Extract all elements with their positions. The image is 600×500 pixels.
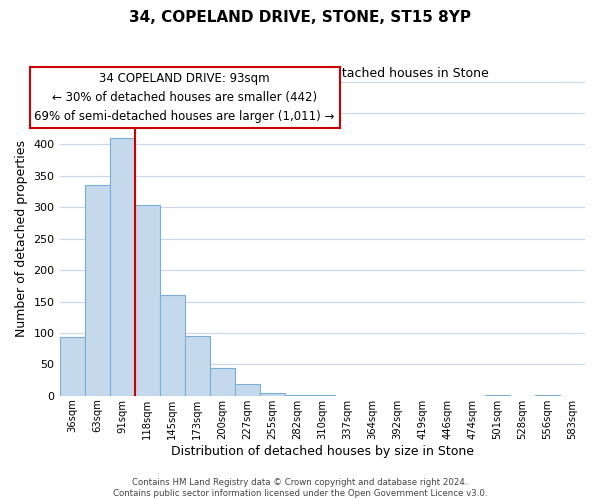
Bar — [185, 336, 209, 396]
Bar — [59, 338, 85, 396]
Bar — [235, 384, 260, 396]
Bar — [160, 294, 185, 396]
Title: Size of property relative to detached houses in Stone: Size of property relative to detached ho… — [155, 68, 489, 80]
X-axis label: Distribution of detached houses by size in Stone: Distribution of detached houses by size … — [171, 444, 474, 458]
Text: 34, COPELAND DRIVE, STONE, ST15 8YP: 34, COPELAND DRIVE, STONE, ST15 8YP — [129, 10, 471, 25]
Y-axis label: Number of detached properties: Number of detached properties — [15, 140, 28, 337]
Bar — [110, 138, 134, 396]
Bar — [85, 184, 110, 396]
Text: 34 COPELAND DRIVE: 93sqm
← 30% of detached houses are smaller (442)
69% of semi-: 34 COPELAND DRIVE: 93sqm ← 30% of detach… — [34, 72, 335, 123]
Bar — [260, 394, 285, 396]
Bar — [310, 395, 335, 396]
Bar — [285, 394, 310, 396]
Bar — [209, 368, 235, 396]
Bar — [535, 394, 560, 396]
Text: Contains HM Land Registry data © Crown copyright and database right 2024.
Contai: Contains HM Land Registry data © Crown c… — [113, 478, 487, 498]
Bar — [485, 394, 510, 396]
Bar — [134, 205, 160, 396]
